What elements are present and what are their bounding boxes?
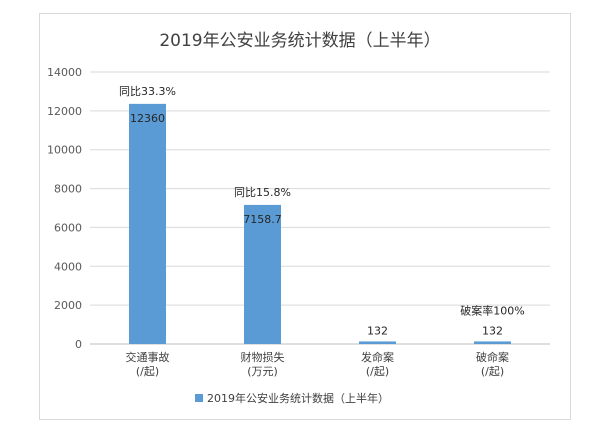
annotation-label: 破案率100%: [460, 303, 524, 317]
x-axis: 交通事故(/起)财物损失(万元)发命案(/起)破命案(/起): [126, 350, 510, 378]
bar: [474, 341, 511, 344]
legend: 2019年公安业务统计数据（上半年）: [195, 391, 389, 405]
x-tick-label: (万元): [247, 365, 278, 378]
x-tick-label: 交通事故: [126, 350, 170, 364]
data-label: 132: [367, 324, 388, 337]
x-tick-label: 财物损失: [241, 350, 285, 364]
gridlines: [90, 71, 550, 345]
x-tick-label: 破命案: [476, 350, 509, 364]
x-tick-label: (/起): [366, 365, 389, 378]
data-label: 12360: [130, 112, 165, 125]
y-tick-label: 8000: [54, 183, 82, 196]
data-label: 132: [482, 324, 503, 337]
legend-swatch: [195, 394, 203, 402]
y-tick-label: 6000: [54, 221, 82, 234]
data-label: 7158.7: [243, 213, 282, 226]
chart-title: 2019年公安业务统计数据（上半年）: [159, 31, 440, 51]
bars: 12360 同比33.3% 7158.7 同比15.8% 132 132 破案率100%: [119, 85, 525, 344]
chart-frame: [39, 13, 571, 420]
x-tick-label: 发命案: [361, 350, 394, 364]
y-tick-label: 2000: [54, 299, 82, 312]
x-tick-label: (/起): [136, 365, 159, 378]
annotation-label: 同比33.3%: [119, 85, 176, 98]
y-tick-label: 10000: [47, 144, 82, 157]
annotation-label: 同比15.8%: [234, 186, 291, 199]
y-tick-label: 14000: [47, 66, 82, 79]
bar: [244, 204, 281, 344]
x-tick-label: (/起): [481, 365, 504, 378]
y-tick-label: 12000: [47, 105, 82, 118]
bar: [359, 341, 396, 344]
bar: [129, 103, 166, 344]
y-tick-label: 0: [75, 338, 82, 351]
y-axis: 0 2000 4000 6000 8000 10000 12000 14000: [47, 66, 82, 351]
legend-label: 2019年公安业务统计数据（上半年）: [207, 391, 389, 405]
y-tick-label: 4000: [54, 260, 82, 273]
